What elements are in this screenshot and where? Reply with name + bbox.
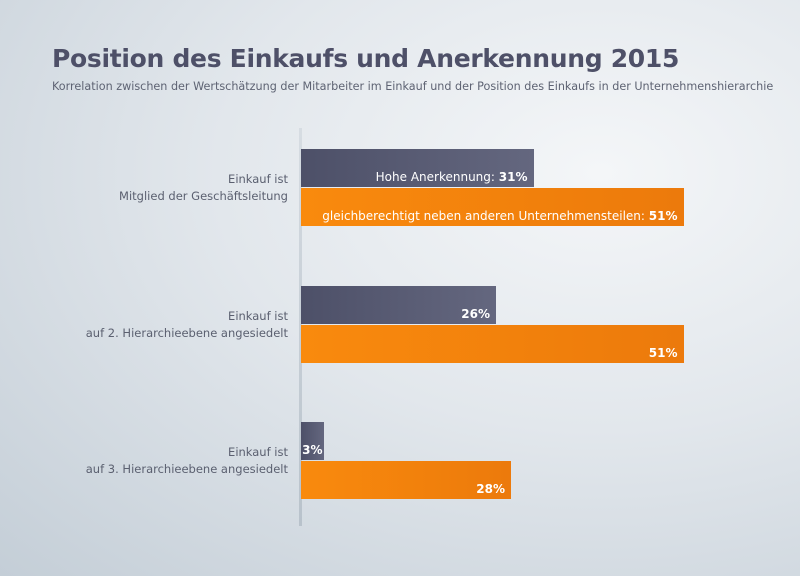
data-label: 3%: [302, 443, 323, 457]
category-label: Einkauf ist auf 2. Hierarchieebene angesi…: [86, 308, 288, 342]
category-label-line: Mitglied der Geschäftsleitung: [119, 189, 288, 203]
category-label-line: Einkauf ist: [228, 172, 288, 186]
bar-hohe-anerkennung: 26%: [301, 286, 496, 324]
data-label: Hohe Anerkennung: 31%: [375, 170, 528, 184]
data-label: 26%: [461, 307, 490, 321]
chart-subtitle: Korrelation zwischen der Wertschätzung d…: [52, 80, 774, 93]
category-label-line: Einkauf ist: [228, 445, 288, 459]
bar-hohe-anerkennung: 3%: [301, 422, 324, 460]
category-axis: [299, 128, 302, 526]
data-label: 28%: [476, 482, 505, 496]
chart-title: Position des Einkaufs und Anerkennung 20…: [52, 44, 680, 73]
category-label: Einkauf ist Mitglied der Geschäftsleitung: [119, 171, 288, 205]
bar-gleichberechtigt: 51%: [301, 325, 684, 363]
category-label-line: auf 2. Hierarchieebene angesiedelt: [85, 326, 288, 340]
bar-hohe-anerkennung: Hohe Anerkennung: 31%: [301, 149, 534, 187]
data-label: gleichberechtigt neben anderen Unternehm…: [322, 209, 678, 223]
category-label-line: auf 3. Hierarchieebene angesiedelt: [85, 462, 288, 476]
category-label: Einkauf ist auf 3. Hierarchieebene angesi…: [86, 444, 288, 478]
data-label: 51%: [648, 346, 678, 360]
bar-gleichberechtigt: gleichberechtigt neben anderen Unternehm…: [301, 188, 684, 226]
category-label-line: Einkauf ist: [228, 309, 288, 323]
bar-gleichberechtigt: 28%: [301, 461, 511, 499]
